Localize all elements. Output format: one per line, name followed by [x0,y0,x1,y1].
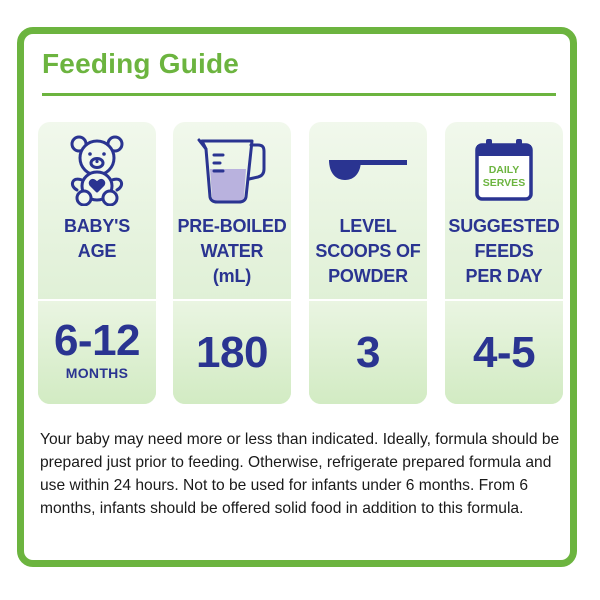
page-title: Feeding Guide [42,48,240,79]
column-heading: PRE-BOILED WATER (mL) [177,216,287,286]
title-divider [42,93,556,96]
age-unit: MONTHS [65,365,129,381]
measuring-jug-icon [197,138,266,204]
feeding-guide-card: Feeding Guide [17,27,577,567]
column-heading: LEVEL SCOOPS OF POWDER [315,216,421,286]
age-value: 6-12 [53,316,141,365]
column-water: PRE-BOILED WATER (mL) 180 [173,122,291,404]
feeds-value: 4-5 [472,328,536,377]
column-babys-age: BABY'S AGE 6-12 MONTHS [38,122,156,404]
feeding-note: Your baby may need more or less than ind… [40,431,560,517]
teddy-bear-icon [70,135,124,206]
column-heading: BABY'S AGE [63,216,131,261]
water-value: 180 [196,328,268,377]
calendar-icon: DAILY SERVES [475,139,533,201]
scoop-icon [329,160,407,180]
scoops-value: 3 [356,328,380,377]
svg-text:SERVES: SERVES [483,177,525,189]
column-heading: SUGGESTED FEEDS PER DAY [448,216,560,286]
column-scoops: LEVEL SCOOPS OF POWDER 3 [309,122,427,404]
svg-text:DAILY: DAILY [489,164,520,176]
column-feeds: DAILY SERVES SUGGESTED FEEDS PER DAY 4-5 [445,122,563,404]
